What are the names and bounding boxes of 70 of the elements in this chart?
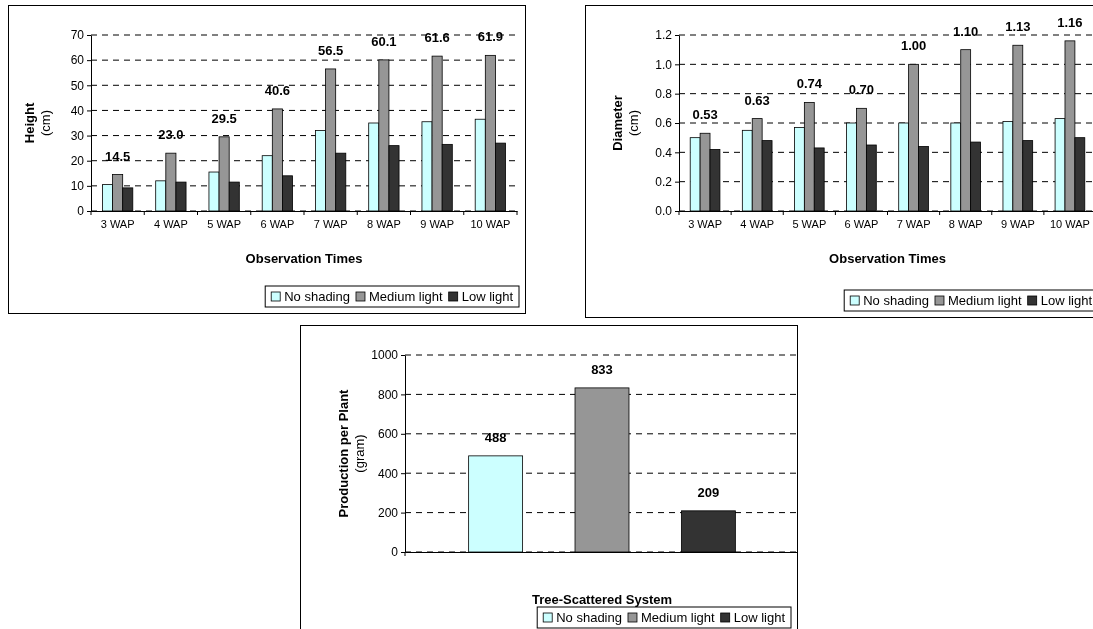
legend-label: Low light — [733, 610, 786, 625]
x-tick-label: 5 WAP — [792, 218, 827, 231]
x-tick-label: 8 WAP — [948, 218, 983, 231]
data-label: 14.5 — [104, 148, 131, 164]
x-tick-label: 3 WAP — [688, 218, 722, 231]
legend-label: Medium light — [640, 610, 716, 625]
y-tick-label: 50 — [70, 78, 85, 93]
x-tick-label: 7 WAP — [313, 218, 348, 231]
data-label: 1.16 — [1057, 14, 1083, 30]
data-label: 488 — [484, 429, 507, 445]
y-axis-title: Diameter (cm) — [610, 95, 641, 151]
x-tick-label: 8 WAP — [366, 218, 401, 231]
data-label: 61.9 — [477, 29, 504, 45]
y-tick-label: 1000 — [371, 348, 399, 363]
y-tick-label: 1.2 — [655, 28, 673, 43]
legend-label: No shading — [556, 610, 622, 625]
data-label: 61.6 — [424, 30, 450, 46]
data-label: 56.5 — [317, 42, 344, 58]
data-label: 1.00 — [900, 38, 927, 54]
y-tick-label: 10 — [70, 179, 85, 194]
x-tick-label: 9 WAP — [420, 218, 455, 231]
x-tick-label: 3 WAP — [100, 218, 135, 231]
y-tick-label: 70 — [70, 28, 85, 43]
y-tick-label: 800 — [377, 387, 399, 402]
y-tick-label: 1.0 — [655, 57, 673, 72]
x-tick-label: 5 WAP — [207, 218, 242, 231]
data-label: 0.74 — [796, 76, 823, 92]
data-label: 1.10 — [953, 23, 979, 39]
y-axis-title: Production per Plant (gram) — [336, 388, 367, 518]
y-tick-label: 0.2 — [655, 175, 673, 190]
data-label: 0.63 — [744, 92, 770, 108]
y-tick-label: 60 — [70, 53, 85, 68]
y-tick-label: 0 — [391, 545, 399, 560]
legend-label: Low light — [1040, 293, 1093, 308]
x-tick-label: 10 WAP — [1049, 218, 1090, 231]
x-tick-label: 4 WAP — [153, 218, 188, 231]
legend-label: No shading — [284, 289, 350, 304]
x-tick-label: 10 WAP — [470, 218, 511, 231]
data-label: 1.13 — [1005, 19, 1031, 35]
legend-label: No shading — [863, 293, 929, 308]
y-tick-label: 30 — [70, 128, 85, 143]
x-tick-label: 7 WAP — [896, 218, 931, 231]
y-tick-label: 0.0 — [655, 204, 673, 219]
y-tick-label: 40 — [70, 103, 85, 118]
x-tick-label: 6 WAP — [844, 218, 879, 231]
legend-label: Medium light — [947, 293, 1023, 308]
x-axis-title: Tree-Scattered System — [531, 592, 673, 607]
data-label: 60.1 — [371, 33, 397, 49]
legend-label: Medium light — [368, 289, 444, 304]
y-tick-label: 20 — [70, 154, 85, 169]
data-label: 833 — [591, 361, 613, 377]
y-tick-label: 600 — [377, 427, 399, 442]
data-label: 29.5 — [211, 110, 237, 126]
data-label: 40.6 — [264, 82, 291, 98]
x-tick-label: 9 WAP — [1000, 218, 1035, 231]
x-axis-title: Observation Times — [829, 251, 946, 266]
x-axis-title: Observation Times — [245, 251, 363, 266]
x-tick-label: 4 WAP — [740, 218, 775, 231]
y-tick-label: 0.4 — [655, 145, 673, 160]
x-tick-label: 6 WAP — [260, 218, 295, 231]
y-tick-label: 0.8 — [655, 87, 673, 102]
y-tick-label: 400 — [377, 466, 399, 481]
data-label: 209 — [697, 484, 720, 500]
y-axis-title: Height (cm) — [22, 102, 53, 144]
y-tick-label: 200 — [377, 505, 399, 520]
y-tick-label: 0 — [77, 204, 85, 219]
data-label: 0.70 — [848, 82, 875, 98]
data-label: 0.53 — [692, 107, 718, 123]
y-tick-label: 0.6 — [655, 116, 673, 131]
legend-label: Low light — [461, 289, 514, 304]
